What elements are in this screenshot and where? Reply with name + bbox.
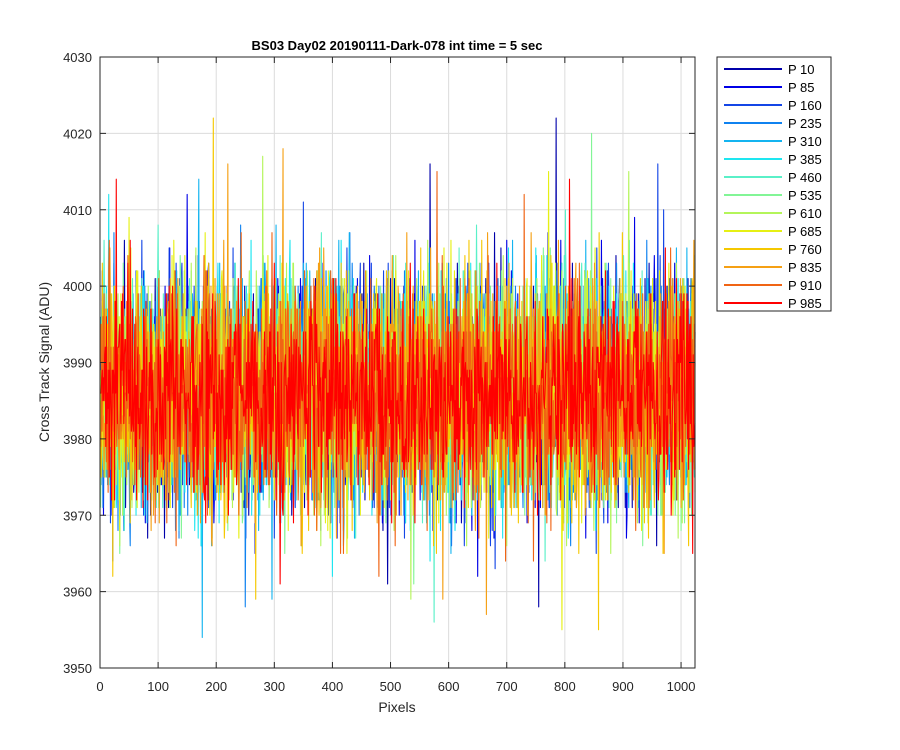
y-tick-label: 4000 [63,279,92,294]
legend-label: P 160 [788,98,822,113]
legend-label: P 235 [788,116,822,131]
y-tick-label: 4010 [63,203,92,218]
x-tick-label: 0 [96,679,103,694]
legend-label: P 910 [788,278,822,293]
y-tick-label: 4020 [63,126,92,141]
x-tick-label: 200 [205,679,227,694]
x-axis-label: Pixels [378,699,415,715]
y-tick-label: 3980 [63,432,92,447]
legend-label: P 685 [788,224,822,239]
y-tick-label: 3950 [63,661,92,676]
x-tick-label: 1000 [667,679,696,694]
legend-label: P 310 [788,134,822,149]
x-tick-label: 500 [380,679,402,694]
y-tick-label: 3960 [63,585,92,600]
legend-label: P 760 [788,242,822,257]
y-tick-label: 3970 [63,508,92,523]
legend-items: P 10 P 85 P 160 P 235 P 310 P 385 P 460 P 535 P … [724,62,822,311]
x-tick-label: 700 [496,679,518,694]
y-axis-label: Cross Track Signal (ADU) [36,282,52,442]
legend-label: P 610 [788,206,822,221]
y-tick-label: 4030 [63,50,92,65]
legend-label: P 385 [788,152,822,167]
y-tick-label: 3990 [63,356,92,371]
legend-label: P 535 [788,188,822,203]
legend-label: P 10 [788,62,815,77]
tick-labels: 0 100 200 300 400 500 600 700 800 900 1000 3950 3960… [63,50,695,694]
legend-label: P 460 [788,170,822,185]
x-tick-label: 600 [438,679,460,694]
legend-label: P 835 [788,260,822,275]
tick-marks [99,56,695,669]
series-line [100,178,696,585]
series-layer [100,117,696,638]
chart-title: BS03 Day02 20190111-Dark-078 int time = … [252,38,543,53]
legend-label: P 85 [788,80,815,95]
legend: P 10 P 85 P 160 P 235 P 310 P 385 P 460 P 535 P … [716,56,832,312]
x-tick-label: 400 [322,679,344,694]
x-tick-label: 300 [263,679,285,694]
x-tick-label: 100 [147,679,169,694]
x-tick-label: 900 [612,679,634,694]
legend-box [716,56,832,312]
x-tick-label: 800 [554,679,576,694]
legend-label: P 985 [788,296,822,311]
plot-area [99,56,696,669]
